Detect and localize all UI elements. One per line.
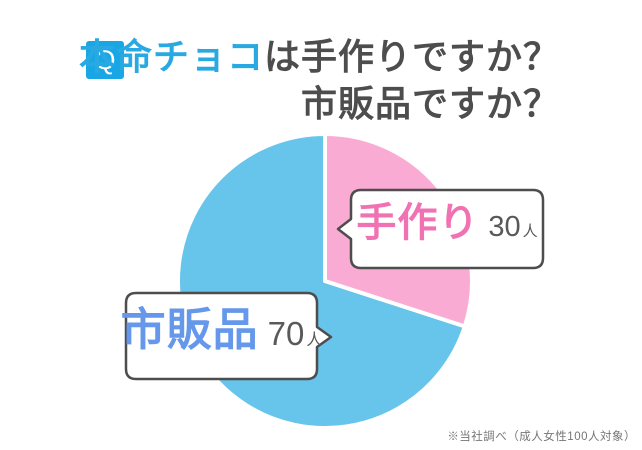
page-title: 本命チョコは手作りですか？ 市販品ですか？ xyxy=(79,34,560,128)
callout-storebought-value: 70 xyxy=(267,315,305,352)
title-line1-rest: は手作りですか？ xyxy=(263,36,560,77)
survey-note: ※当社調べ（成人女性100人対象） xyxy=(447,431,636,443)
callout-storebought: 市販品 70 人 xyxy=(121,293,323,373)
callout-handmade-unit: 人 xyxy=(522,223,538,240)
question-badge: Q xyxy=(86,41,124,79)
callout-bubble-handmade xyxy=(336,188,545,270)
title-line2: 市販品ですか？ xyxy=(300,82,560,124)
callout-storebought-unit: 人 xyxy=(306,332,323,349)
callout-handmade-label: 手作り xyxy=(356,201,480,245)
callout-storebought-label: 市販品 xyxy=(120,304,259,355)
title-line1: 本命チョコは手作りですか？ xyxy=(79,34,560,81)
callout-bubble-storebought xyxy=(124,291,333,381)
title-keyword: 本命チョコ xyxy=(78,36,264,77)
callout-handmade-value: 30 xyxy=(488,211,521,243)
callout-handmade: 手作り 30 人 xyxy=(351,190,543,264)
